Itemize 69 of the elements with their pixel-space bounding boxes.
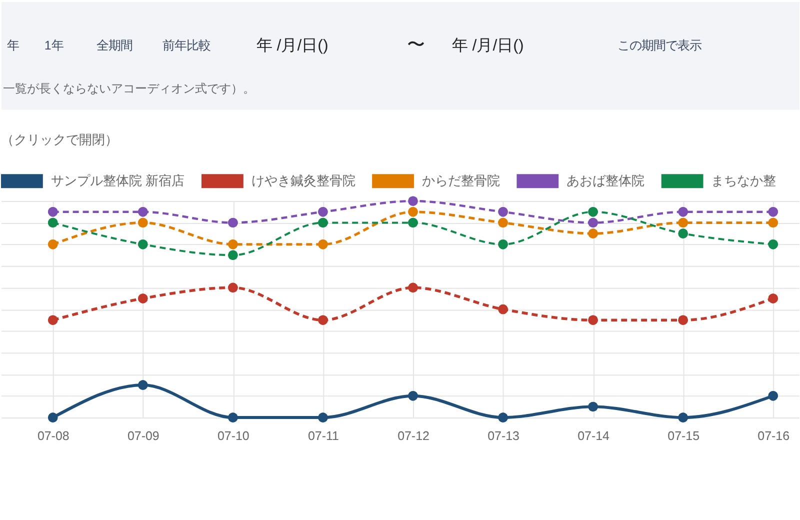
text: 1年 [44, 38, 64, 52]
point [498, 304, 508, 314]
x-tick-label: 07-15 [668, 428, 700, 443]
legend-label: あおば整体院 [566, 173, 645, 188]
text: 年 /月/日() [256, 37, 328, 54]
x-tick-label: 07-16 [758, 428, 790, 443]
point [48, 239, 58, 250]
text: 年 /月/日() [452, 37, 524, 54]
point [228, 239, 238, 250]
point [678, 315, 688, 325]
point [138, 294, 148, 304]
point [408, 391, 418, 401]
point [48, 218, 58, 228]
point [138, 218, 148, 228]
x-tick-label: 07-14 [578, 428, 610, 443]
x-tick-label: 07-09 [127, 428, 160, 443]
point [138, 207, 148, 217]
point [48, 412, 58, 422]
point [498, 239, 508, 250]
point [318, 315, 328, 325]
point [138, 239, 148, 250]
x-tick-label: 07-10 [218, 428, 250, 443]
point [318, 218, 328, 228]
point [408, 218, 418, 228]
text: 一覧が長くならないアコーディオン式です）。 [2, 81, 255, 96]
point [588, 218, 598, 228]
text: この期間で表示 [617, 38, 702, 52]
chart-title: （クリックで開閉） [1, 132, 118, 148]
point [408, 196, 418, 206]
x-tick-label: 07-12 [398, 428, 430, 443]
point [768, 239, 778, 250]
point [498, 207, 508, 217]
point [228, 412, 238, 422]
point [408, 207, 418, 217]
text: 〜 [406, 34, 425, 54]
point [678, 207, 688, 217]
x-tick-label: 07-08 [37, 428, 70, 443]
x-tick-label: 07-13 [488, 428, 520, 443]
point [408, 282, 418, 292]
text: 前年比較 [162, 38, 211, 52]
text: 全期間 [96, 38, 133, 52]
point [48, 315, 58, 325]
point [228, 218, 238, 228]
point [48, 207, 58, 217]
point [588, 228, 598, 238]
point [588, 315, 598, 325]
point [318, 412, 328, 422]
point [588, 402, 598, 412]
point [318, 239, 328, 250]
point [678, 412, 688, 422]
legend-label: サンプル整体院 新宿店 [50, 173, 184, 188]
legend-label: まちなか整 [711, 173, 776, 188]
point [318, 207, 328, 217]
point [678, 228, 688, 238]
point [768, 218, 778, 228]
point [138, 380, 148, 390]
point [228, 250, 238, 260]
point [588, 207, 598, 217]
point [768, 207, 778, 217]
legend-label: けやき鍼灸整骨院 [251, 173, 356, 188]
legend-label: からだ整骨院 [422, 173, 500, 188]
point [768, 391, 778, 401]
text: 年 [6, 38, 19, 52]
point [768, 294, 778, 304]
point [498, 412, 508, 422]
point [228, 282, 238, 292]
point [498, 218, 508, 228]
point [678, 218, 688, 228]
x-tick-label: 07-11 [308, 428, 339, 443]
